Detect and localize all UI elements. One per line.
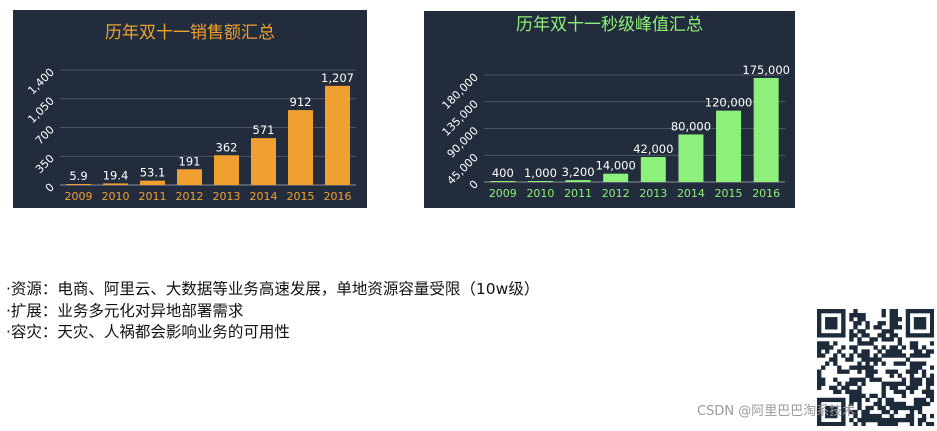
- bullet-resources: ·资源：电商、阿里云、大数据等业务高速发展，单地资源容量受限（10w级）: [6, 280, 540, 298]
- peak-chart-panel: 历年双十一秒级峰值汇总 0 45,000 90,000 135,000 180,000 40…: [424, 11, 795, 208]
- bar-value-label: 3,200: [562, 165, 595, 179]
- y-tick-label: 0: [43, 181, 57, 195]
- chart-title: 历年双十一销售额汇总: [105, 23, 275, 43]
- bar: [716, 110, 742, 182]
- x-tick-label: 2012: [176, 190, 204, 203]
- x-tick-label: 2013: [639, 187, 667, 200]
- y-tick-label: 1,050: [25, 95, 56, 126]
- bar-value-label: 912: [290, 95, 312, 109]
- bar-value-label: 5.9: [69, 169, 87, 183]
- bar: [251, 138, 276, 185]
- bar: [603, 173, 629, 182]
- x-tick-label: 2010: [102, 190, 130, 203]
- bar-value-label: 1,000: [524, 166, 557, 180]
- bar: [565, 180, 591, 182]
- bullet-expansion: ·扩展：业务多元化对异地部署需求: [6, 301, 244, 320]
- x-tick-label: 2012: [602, 187, 630, 200]
- bar-value-label: 80,000: [671, 119, 711, 133]
- bar-value-label: 1,207: [321, 71, 354, 85]
- y-tick-label: 350: [33, 152, 57, 176]
- csdn-watermark: CSDN @阿里巴巴淘系技术: [697, 404, 856, 419]
- x-tick-label: 2016: [752, 187, 780, 200]
- peak-bar-chart: 历年双十一秒级峰值汇总045,00090,000135,000180,00040…: [440, 15, 790, 200]
- x-tick-label: 2015: [715, 187, 743, 200]
- x-tick-label: 2016: [324, 190, 352, 203]
- bar-value-label: 14,000: [596, 159, 636, 173]
- x-tick-label: 2010: [526, 187, 554, 200]
- bar: [490, 181, 516, 182]
- x-tick-label: 2009: [489, 187, 517, 200]
- bar: [177, 169, 202, 185]
- bar: [103, 183, 128, 185]
- bar: [214, 155, 239, 185]
- bar: [527, 181, 553, 182]
- x-tick-label: 2015: [287, 190, 315, 203]
- bar-value-label: 191: [179, 154, 201, 168]
- chart-title: 历年双十一秒级峰值汇总: [516, 15, 703, 35]
- x-tick-label: 2014: [677, 187, 705, 200]
- x-tick-label: 2014: [250, 190, 278, 203]
- bar: [288, 110, 313, 185]
- y-tick-label: 1,400: [25, 66, 56, 97]
- bar-value-label: 19.4: [103, 168, 129, 182]
- x-tick-label: 2011: [139, 190, 167, 203]
- bar: [640, 157, 666, 182]
- x-tick-label: 2011: [564, 187, 592, 200]
- x-tick-label: 2009: [65, 190, 93, 203]
- bar: [678, 134, 704, 182]
- y-tick-label: 0: [467, 178, 481, 192]
- bar: [325, 85, 350, 185]
- bullet-list: ·资源：电商、阿里云、大数据等业务高速发展，单地资源容量受限（10w级） ·扩展…: [6, 279, 539, 344]
- y-tick-label: 700: [33, 123, 57, 147]
- qr-code-icon: [817, 309, 934, 426]
- bar-value-label: 571: [253, 123, 275, 137]
- bar-value-label: 362: [216, 140, 238, 154]
- bar-value-label: 175,000: [742, 63, 790, 77]
- bar-value-label: 42,000: [633, 142, 673, 156]
- bar: [753, 77, 779, 182]
- bar-value-label: 400: [492, 166, 514, 180]
- bar-value-label: 120,000: [705, 96, 753, 110]
- bar: [140, 180, 165, 185]
- bar-value-label: 53.1: [140, 166, 166, 180]
- x-tick-label: 2013: [213, 190, 241, 203]
- bullet-disaster-recovery: ·容灾：天灾、人祸都会影响业务的可用性: [6, 323, 290, 341]
- bar: [66, 184, 91, 185]
- sales-chart-panel: 历年双十一销售额汇总 0 350 700 1,050 1,400 5.9 2009 19.4 20…: [13, 10, 367, 208]
